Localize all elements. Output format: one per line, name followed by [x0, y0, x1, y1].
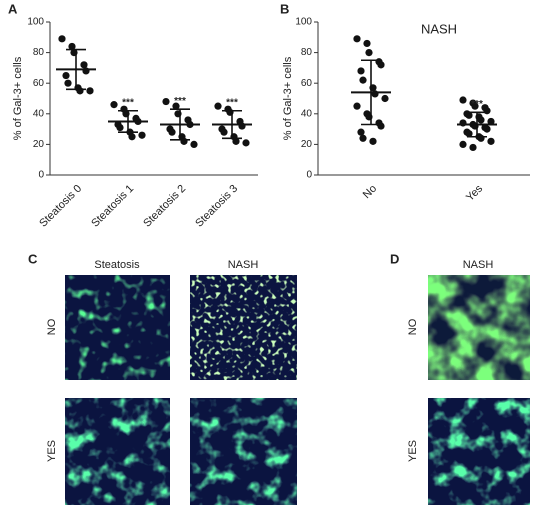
data-point — [363, 39, 371, 48]
data-point — [214, 102, 222, 110]
data-point — [58, 35, 66, 43]
column-label: NASH — [463, 259, 494, 271]
image — [190, 275, 297, 380]
y-tick-label: 20 — [301, 139, 313, 150]
data-point — [64, 79, 72, 87]
significance-label: *** — [122, 97, 134, 108]
y-tick-label: 80 — [301, 47, 313, 58]
row-label: NO — [407, 318, 419, 335]
data-point — [477, 116, 485, 124]
y-tick-label: 60 — [33, 78, 45, 89]
y-tick-label: 80 — [33, 47, 45, 58]
panel-label: A — [8, 1, 18, 16]
data-point — [483, 107, 491, 115]
image — [190, 398, 297, 505]
error-bar — [118, 109, 138, 133]
image — [428, 398, 530, 505]
data-point — [487, 117, 495, 126]
data-point — [377, 122, 385, 130]
data-point — [138, 131, 146, 139]
data-point — [365, 49, 373, 57]
data-point — [80, 61, 88, 69]
data-point — [76, 87, 84, 95]
panel-label: B — [280, 1, 289, 16]
data-point — [353, 35, 361, 43]
y-tick-label: 60 — [301, 78, 313, 89]
data-point — [180, 137, 188, 145]
y-tick-label: 20 — [33, 139, 45, 150]
panel-label: C — [28, 251, 38, 266]
data-point — [116, 123, 124, 132]
y-tick-label: 0 — [306, 170, 312, 181]
x-tick-label: Steatosis 1 — [89, 183, 136, 230]
y-tick-label: 100 — [27, 17, 44, 28]
data-point — [62, 71, 70, 80]
data-point — [353, 102, 361, 110]
micrographs: C Steatosis NASH NO YES D NASH NO YES — [28, 251, 530, 505]
data-point — [487, 137, 495, 145]
y-tick-label: 40 — [33, 108, 45, 119]
chart-title: NASH — [421, 21, 457, 36]
error-bar — [66, 48, 86, 91]
y-tick-label: 100 — [295, 17, 312, 28]
x-tick-label: Steatosis 2 — [141, 183, 188, 230]
data-point — [357, 128, 365, 136]
data-point — [357, 67, 365, 75]
significance-label: *** — [226, 97, 238, 108]
data-point — [128, 133, 136, 141]
data-point — [86, 87, 94, 95]
data-point — [377, 61, 385, 69]
significance-label: *** — [471, 99, 483, 110]
image — [428, 275, 530, 380]
data-point — [110, 101, 118, 109]
x-tick-label: Steatosis 0 — [37, 183, 84, 230]
data-point — [477, 134, 485, 142]
data-point — [232, 137, 240, 145]
y-tick-label: 0 — [38, 170, 44, 181]
data-point — [471, 102, 479, 110]
data-point — [359, 134, 367, 142]
y-axis-label: % of Gal-3+ cells — [12, 56, 24, 140]
data-point — [483, 125, 491, 133]
data-point — [242, 139, 250, 147]
y-axis-label: % of Gal-3+ cells — [282, 56, 294, 140]
data-point — [220, 128, 228, 136]
data-point — [359, 76, 367, 84]
data-point — [68, 42, 76, 51]
data-point — [465, 130, 473, 138]
data-point — [172, 102, 180, 110]
data-point — [459, 140, 467, 148]
row-label: YES — [46, 440, 58, 462]
x-tick-label: No — [361, 183, 379, 201]
x-tick-label: Steatosis 3 — [193, 183, 240, 230]
error-bar — [170, 108, 190, 141]
row-label: YES — [407, 440, 419, 462]
row-label: NO — [46, 318, 58, 335]
y-tick-label: 40 — [301, 108, 313, 119]
data-point — [465, 111, 473, 119]
data-point — [369, 137, 377, 145]
data-point — [168, 128, 176, 136]
significance-label: *** — [174, 96, 186, 107]
column-label: Steatosis — [94, 259, 140, 271]
image — [65, 275, 170, 380]
data-point — [459, 96, 467, 104]
error-bar — [222, 109, 242, 140]
data-point — [162, 97, 170, 106]
error-bar — [467, 111, 487, 138]
error-bar — [361, 59, 381, 126]
data-point — [469, 143, 477, 152]
data-point — [381, 94, 389, 103]
data-point — [190, 140, 198, 148]
column-label: NASH — [228, 259, 259, 271]
x-tick-label: Yes — [464, 182, 486, 204]
image — [65, 398, 170, 505]
panel-label: D — [390, 251, 399, 266]
